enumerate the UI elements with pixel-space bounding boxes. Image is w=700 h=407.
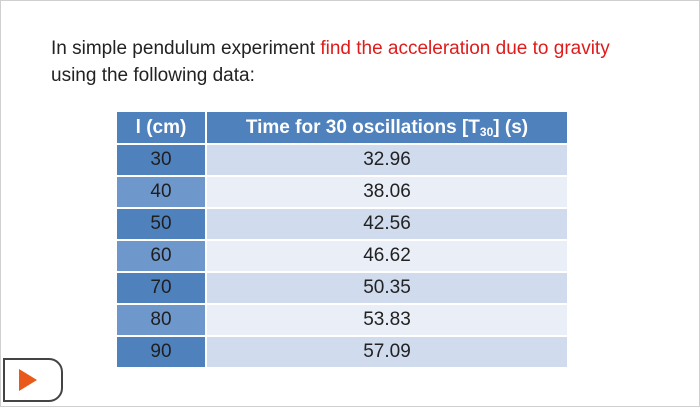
cell-length: 70 — [115, 271, 207, 305]
cell-time: 50.35 — [205, 271, 569, 305]
cell-length: 60 — [115, 239, 207, 273]
cell-length: 40 — [115, 175, 207, 209]
cell-length: 80 — [115, 303, 207, 337]
table-row: 60 46.62 — [115, 239, 569, 273]
question-suffix: using the following data: — [51, 65, 255, 86]
header-time-suffix: ] (s) — [493, 116, 529, 138]
play-icon — [19, 369, 37, 391]
table-row: 40 38.06 — [115, 175, 569, 209]
table-row: 80 53.83 — [115, 303, 569, 337]
question-text: In simple pendulum experiment find the a… — [51, 35, 681, 89]
cell-time: 32.96 — [205, 143, 569, 177]
data-table: l (cm) Time for 30 oscillations [T30] (s… — [115, 110, 569, 369]
cell-length: 90 — [115, 335, 207, 369]
table-row: 90 57.09 — [115, 335, 569, 369]
table-row: 70 50.35 — [115, 271, 569, 305]
header-time: Time for 30 oscillations [T30] (s) — [205, 110, 569, 145]
cell-time: 46.62 — [205, 239, 569, 273]
table-row: 30 32.96 — [115, 143, 569, 177]
table-header-row: l (cm) Time for 30 oscillations [T30] (s… — [115, 110, 569, 145]
header-length: l (cm) — [115, 110, 207, 145]
cell-length: 30 — [115, 143, 207, 177]
question-highlight: find the acceleration due to gravity — [320, 38, 610, 59]
cell-time: 42.56 — [205, 207, 569, 241]
cell-length: 50 — [115, 207, 207, 241]
cell-time: 53.83 — [205, 303, 569, 337]
header-time-prefix: Time for 30 oscillations [T — [245, 116, 480, 138]
question-prefix: In simple pendulum experiment — [51, 38, 321, 59]
cell-time: 57.09 — [205, 335, 569, 369]
play-button[interactable] — [3, 358, 63, 402]
header-time-sub: 30 — [479, 124, 494, 139]
table-row: 50 42.56 — [115, 207, 569, 241]
cell-time: 38.06 — [205, 175, 569, 209]
